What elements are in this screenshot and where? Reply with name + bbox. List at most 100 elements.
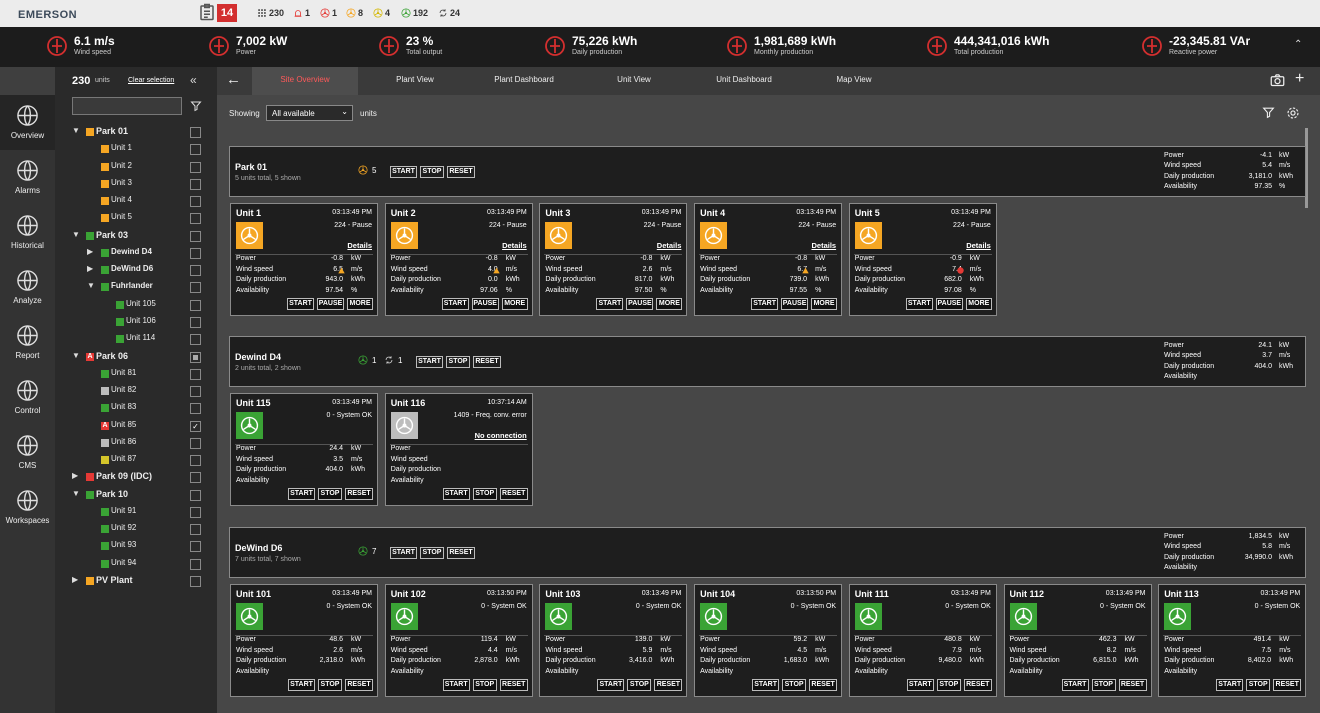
tree-label[interactable]: Park 03 <box>96 229 129 240</box>
unit-card[interactable]: Unit 5 03:13:49 PM 224 - Pause Details Power… <box>848 203 997 316</box>
checkbox[interactable] <box>190 299 201 311</box>
action-button[interactable]: STOP <box>627 679 652 691</box>
tree-label[interactable]: Unit 82 <box>111 385 137 395</box>
action-button[interactable]: START <box>441 298 469 310</box>
alarm-badge[interactable]: 14 <box>217 4 237 22</box>
counter-value[interactable]: 4 <box>385 8 391 18</box>
action-button[interactable]: START <box>597 679 625 691</box>
tree-label[interactable]: Dewind D4 <box>111 246 152 256</box>
tree-toggle[interactable]: ▼ <box>72 229 80 239</box>
checkbox[interactable] <box>190 144 201 156</box>
tree-label[interactable]: Unit 83 <box>111 402 137 412</box>
collapse-stats[interactable]: ⌃ <box>1294 39 1303 50</box>
unit-card[interactable]: Unit 111 03:13:49 PM 0 - System OK Power 480… <box>848 584 997 697</box>
tree-label[interactable]: Unit 91 <box>111 505 137 515</box>
checkbox[interactable] <box>190 265 201 277</box>
back-button[interactable]: ← <box>226 71 241 88</box>
checkbox[interactable] <box>190 213 201 225</box>
unit-card[interactable]: Unit 3 03:13:49 PM 224 - Pause Details Power… <box>539 203 688 316</box>
tree-label[interactable]: Unit 105 <box>126 298 156 308</box>
action-button[interactable]: START <box>442 679 470 691</box>
action-button[interactable]: RESET <box>499 488 528 500</box>
action-button[interactable]: STOP <box>318 488 342 500</box>
unit-filter-select[interactable]: All available ⌄ <box>266 105 353 121</box>
tab[interactable]: Plant View <box>396 75 434 84</box>
action-button[interactable]: MORE <box>656 298 683 310</box>
collapse-tree[interactable]: « <box>190 73 197 87</box>
tree-toggle[interactable]: ▼ <box>72 126 80 135</box>
tab[interactable]: Plant Dashboard <box>494 75 554 84</box>
nav-label[interactable]: Workspaces <box>5 516 50 525</box>
tree-label[interactable]: Unit 3 <box>111 177 132 187</box>
checkbox[interactable] <box>190 351 201 363</box>
tab[interactable]: Map View <box>836 75 872 84</box>
action-button[interactable]: MORE <box>347 298 373 310</box>
nav-label[interactable]: Historical <box>11 241 44 250</box>
checkbox[interactable] <box>190 178 201 190</box>
tree-label[interactable]: Unit 93 <box>111 540 137 550</box>
checkbox[interactable] <box>190 558 201 570</box>
tree-label[interactable]: Unit 87 <box>111 454 137 464</box>
unit-link[interactable]: No connection <box>474 431 527 440</box>
action-button[interactable]: PAUSE <box>626 298 654 310</box>
checkbox[interactable] <box>190 472 201 484</box>
tree-toggle[interactable]: ▶ <box>87 246 94 256</box>
tree-toggle[interactable]: ▶ <box>72 471 79 481</box>
checkbox[interactable] <box>190 455 201 467</box>
nav-label[interactable]: Alarms <box>15 186 40 195</box>
checkbox[interactable] <box>190 386 201 398</box>
tree-label[interactable]: Unit 2 <box>111 160 132 170</box>
action-button[interactable]: RESET <box>963 679 992 691</box>
action-button[interactable]: RESET <box>345 488 373 500</box>
add-tab[interactable]: + <box>1295 70 1305 87</box>
action-button[interactable]: START <box>596 298 624 310</box>
tab[interactable]: Unit View <box>617 75 651 84</box>
tree-label[interactable]: Unit 94 <box>111 557 137 567</box>
nav-label[interactable]: Analyze <box>13 296 42 305</box>
action-button[interactable]: RESET <box>1118 679 1147 691</box>
checkbox[interactable] <box>190 282 201 294</box>
tree-label[interactable]: Unit 4 <box>111 195 132 205</box>
checkbox[interactable] <box>190 230 201 242</box>
checkbox[interactable]: ✓ <box>190 420 201 432</box>
action-button[interactable]: RESET <box>809 679 838 691</box>
action-button[interactable]: START <box>1061 679 1089 691</box>
tree-label[interactable]: Unit 5 <box>111 212 132 222</box>
unit-link[interactable]: Details <box>347 241 372 250</box>
group-button[interactable]: RESET <box>447 166 475 178</box>
tree-toggle[interactable]: ▼ <box>72 488 80 498</box>
counter-value[interactable]: 230 <box>269 8 285 18</box>
unit-card[interactable]: Unit 102 03:13:50 PM 0 - System OK Power 119… <box>384 584 533 697</box>
unit-card[interactable]: Unit 1 03:13:49 PM 224 - Pause Details Power… <box>230 203 378 316</box>
checkbox[interactable] <box>190 316 201 328</box>
action-button[interactable]: RESET <box>1273 679 1302 691</box>
unit-card[interactable]: Unit 112 03:13:49 PM 0 - System OK Power 462… <box>1003 584 1152 697</box>
action-button[interactable]: RESET <box>345 679 373 691</box>
group-button[interactable]: STOP <box>420 547 444 559</box>
nav-label[interactable]: Control <box>14 406 41 415</box>
unit-card[interactable]: Unit 2 03:13:49 PM 224 - Pause Details Power… <box>384 203 533 316</box>
checkbox[interactable] <box>190 247 201 259</box>
tree-label[interactable]: Unit 85 <box>111 419 137 429</box>
checkbox[interactable] <box>190 489 201 501</box>
action-button[interactable]: STOP <box>782 679 807 691</box>
unit-link[interactable]: Details <box>656 241 682 250</box>
checkbox[interactable] <box>190 161 201 173</box>
tree-label[interactable]: Park 01 <box>96 126 129 136</box>
tree-label[interactable]: Unit 92 <box>111 523 137 533</box>
counter-value[interactable]: 1 <box>332 8 338 18</box>
action-button[interactable]: PAUSE <box>317 298 344 310</box>
action-button[interactable]: STOP <box>472 488 497 500</box>
tree-toggle[interactable]: ▶ <box>87 264 94 274</box>
tree-label[interactable]: Unit 114 <box>126 333 156 343</box>
nav-label[interactable]: Overview <box>10 131 45 140</box>
tree-label[interactable]: Park 10 <box>96 488 129 499</box>
action-button[interactable]: STOP <box>936 679 961 691</box>
action-button[interactable]: PAUSE <box>781 298 809 310</box>
group-button[interactable]: STOP <box>420 166 444 178</box>
unit-card[interactable]: Unit 104 03:13:50 PM 0 - System OK Power 59.… <box>694 584 843 697</box>
group-button[interactable]: RESET <box>473 356 501 368</box>
checkbox[interactable] <box>190 576 201 588</box>
tree-label[interactable]: Unit 106 <box>126 315 156 325</box>
action-button[interactable]: MORE <box>501 298 528 310</box>
